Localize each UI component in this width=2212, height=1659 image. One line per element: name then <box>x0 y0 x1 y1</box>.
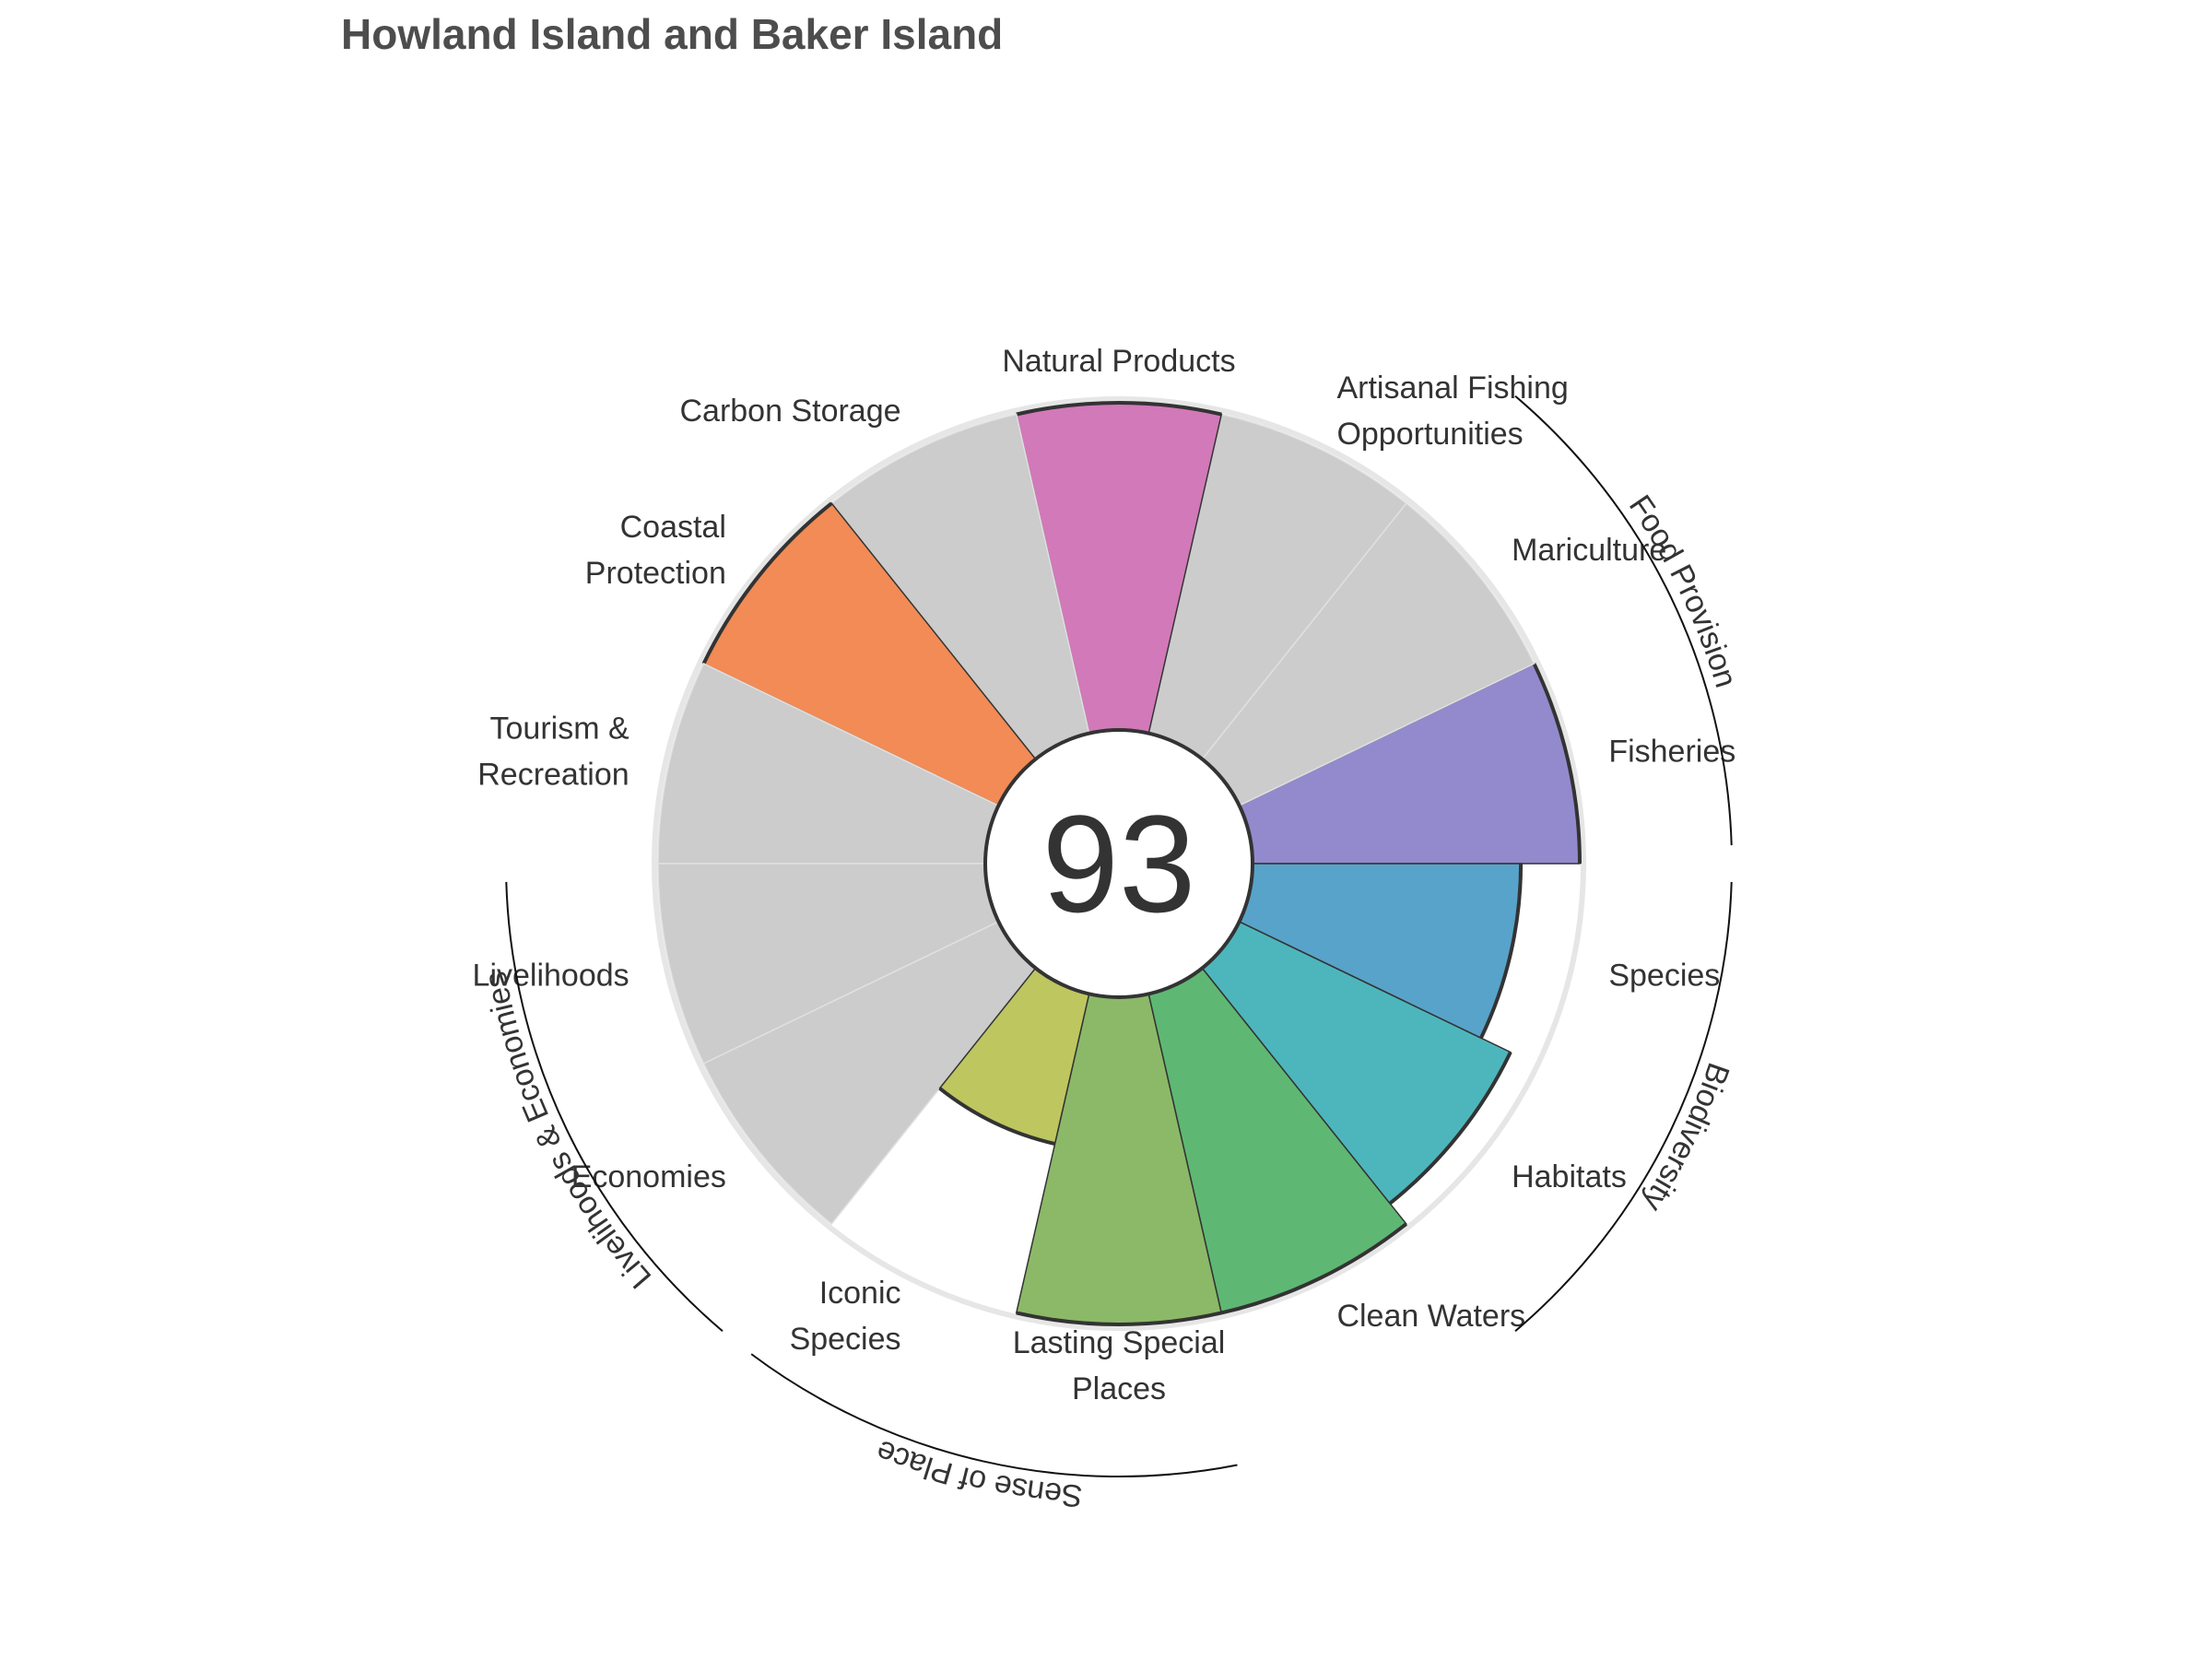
group-label: Biodiversity <box>1635 1058 1735 1218</box>
petal-label: Carbon Storage <box>679 394 900 429</box>
group-arc <box>505 881 724 1333</box>
petal-label: Habitats <box>1512 1159 1627 1194</box>
petals <box>652 396 1586 1331</box>
petal-outline <box>1016 1311 1222 1326</box>
group-arc <box>1514 881 1733 1333</box>
petal-label: Tourism & Recreation <box>477 712 629 793</box>
petal-label: Iconic Species <box>790 1276 901 1357</box>
petal-label: Coastal Protection <box>585 510 726 591</box>
petal-outline <box>1016 401 1222 417</box>
petal-label: Artisanal Fishing Opportunities <box>1336 371 1568 452</box>
petal-label: Livelihoods <box>473 958 629 993</box>
petal-outline <box>1220 1222 1407 1315</box>
petal-outline <box>1532 663 1582 865</box>
petal-label: Species <box>1608 958 1720 993</box>
group-arc <box>750 1353 1238 1477</box>
group-arc <box>1514 394 1733 846</box>
petal-outline <box>1479 863 1524 1040</box>
center-circle <box>983 728 1254 999</box>
petal-outline <box>938 1087 1056 1146</box>
group-label: Food Provision <box>1622 488 1744 691</box>
petal-label: Natural Products <box>1002 344 1235 379</box>
outer-ring <box>652 396 1586 1331</box>
petal-outline <box>701 501 833 665</box>
petal-label: Lasting Special Places <box>1013 1325 1226 1406</box>
petal-label: Clean Waters <box>1336 1299 1525 1334</box>
petal-labels: Fisheries Mariculture Artisanal Fishing Opp… <box>473 344 1736 1406</box>
petal-label: Mariculture <box>1512 533 1666 568</box>
petal-label: Economies <box>571 1159 726 1194</box>
overall-score: 93 <box>1042 786 1196 941</box>
chart-title: Howland Island and Baker Island <box>341 10 1004 58</box>
petal-label: Fisheries <box>1608 735 1735 770</box>
petal-outline <box>1388 1051 1512 1206</box>
